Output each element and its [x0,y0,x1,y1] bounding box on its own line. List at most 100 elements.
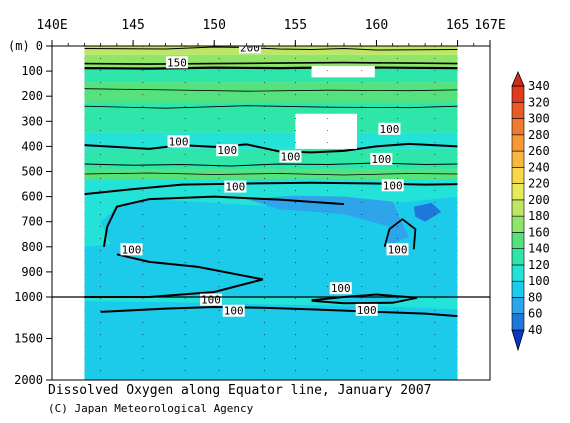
x-tick-label: 155 [284,18,307,33]
oxygen-band [84,54,458,69]
plot-frame [51,45,491,381]
y-tick-label: 600 [21,190,43,204]
oxygen-band [84,102,458,133]
y-tick-label: 300 [21,114,43,128]
y-tick-label: 1500 [14,332,43,346]
contour-line-i [84,88,458,92]
contour-label-bg [120,243,143,256]
contour-label: 100 [371,153,391,166]
y-tick-label: 1000 [14,290,43,304]
oxygen-patch-upper [84,178,458,247]
contour-label: 100 [379,123,399,136]
colorbar-label: 240 [528,160,550,174]
oxygen-patch-deep [84,309,458,380]
contour-label: 100 [169,135,189,148]
oxygen-patch-low [246,195,409,247]
colorbar-swatch [511,199,525,217]
contour-line-thermocline [84,66,458,70]
contour-label-bg [381,179,404,192]
contour-label-bg [224,180,247,193]
oxygen-band [84,82,458,103]
contour-label: 100 [357,304,377,317]
contour-label-bg [370,152,393,165]
y-axis-label: (m) [8,39,30,53]
contour-label-bg [167,135,190,148]
contour-label: 100 [225,181,245,194]
colorbar-swatch [511,297,525,315]
y-tick-label: 700 [21,215,43,229]
masked-region [311,66,375,78]
y-tick-label: 0 [36,39,43,53]
contour-line-150 [84,61,458,65]
colorbar-label: 220 [528,177,550,191]
colorbar-label: 140 [528,242,550,256]
contour-label-bg [355,303,378,316]
colorbar-swatch [511,167,525,184]
y-tick-label: 900 [21,265,43,279]
colorbar-label: 300 [528,112,550,126]
oxygen-patch-lowest [413,202,442,222]
contour-label: 100 [217,144,237,157]
y-tick-label: 2000 [14,373,43,387]
colorbar-label: 180 [528,209,550,223]
contour-line-100-c [84,181,458,196]
contour-label: 200 [240,41,260,54]
oxygen-band [84,148,458,169]
contour-label: 100 [224,305,244,318]
colorbar-swatch [511,150,525,168]
x-tick-label: 165 [446,18,469,33]
contour-label: 100 [388,243,408,256]
contour-label-bg [216,144,239,157]
contour-label-bg [329,282,352,295]
colorbar-label: 60 [528,307,542,321]
x-tick-label: 145 [121,18,144,33]
contour-label: 100 [201,294,221,307]
contour-label-bg [386,243,409,256]
contour-label-bg [222,304,245,317]
contour-label-bg [165,56,188,69]
colorbar-swatch [511,280,525,298]
contour-label-bg [238,46,261,54]
contour-line-100-e [383,218,417,250]
masked-region [295,113,357,149]
contour-label-bg [378,122,401,135]
contour-line-200 [84,46,458,51]
colorbar-swatch [511,85,525,103]
colorbar-label: 280 [528,128,550,142]
colorbar-label: 120 [528,258,550,272]
contour-label: 100 [331,282,351,295]
colorbar-swatch [511,264,525,282]
colorbar-swatch [511,101,525,119]
colorbar-min-triangle [511,329,525,352]
contour-line-100-d [102,195,345,247]
colorbar-swatch [511,134,525,152]
contour-label: 100 [383,179,403,192]
y-tick-label: 800 [21,240,43,254]
contour-label: 100 [122,243,142,256]
x-tick-label: 150 [202,18,225,33]
chart-credit: (C) Japan Meteorological Agency [48,402,254,415]
contour-line-j [84,105,458,109]
oxygen-patch-lens [327,297,409,303]
x-tick-label: 167E [474,18,505,33]
contour-label: 150 [167,56,187,69]
colorbar-label: 100 [528,274,550,288]
colorbar-swatch [511,183,525,201]
x-tick-label: 160 [365,18,388,33]
colorbar-swatch [511,232,525,249]
colorbar-label: 200 [528,193,550,207]
contour-line-b [84,162,458,167]
colorbar-max-triangle [511,70,525,87]
colorbar-swatch [511,313,525,331]
y-tick-label: 100 [21,64,43,78]
colorbar-label: 40 [528,323,542,337]
contour-line-k [84,172,458,176]
colorbar-label: 160 [528,225,550,239]
colorbar-label: 260 [528,144,550,158]
chart-title: Dissolved Oxygen along Equator line, Jan… [48,383,432,398]
y-tick-label: 400 [21,139,43,153]
colorbar-label: 80 [528,290,542,304]
colorbar-swatch [511,118,525,136]
